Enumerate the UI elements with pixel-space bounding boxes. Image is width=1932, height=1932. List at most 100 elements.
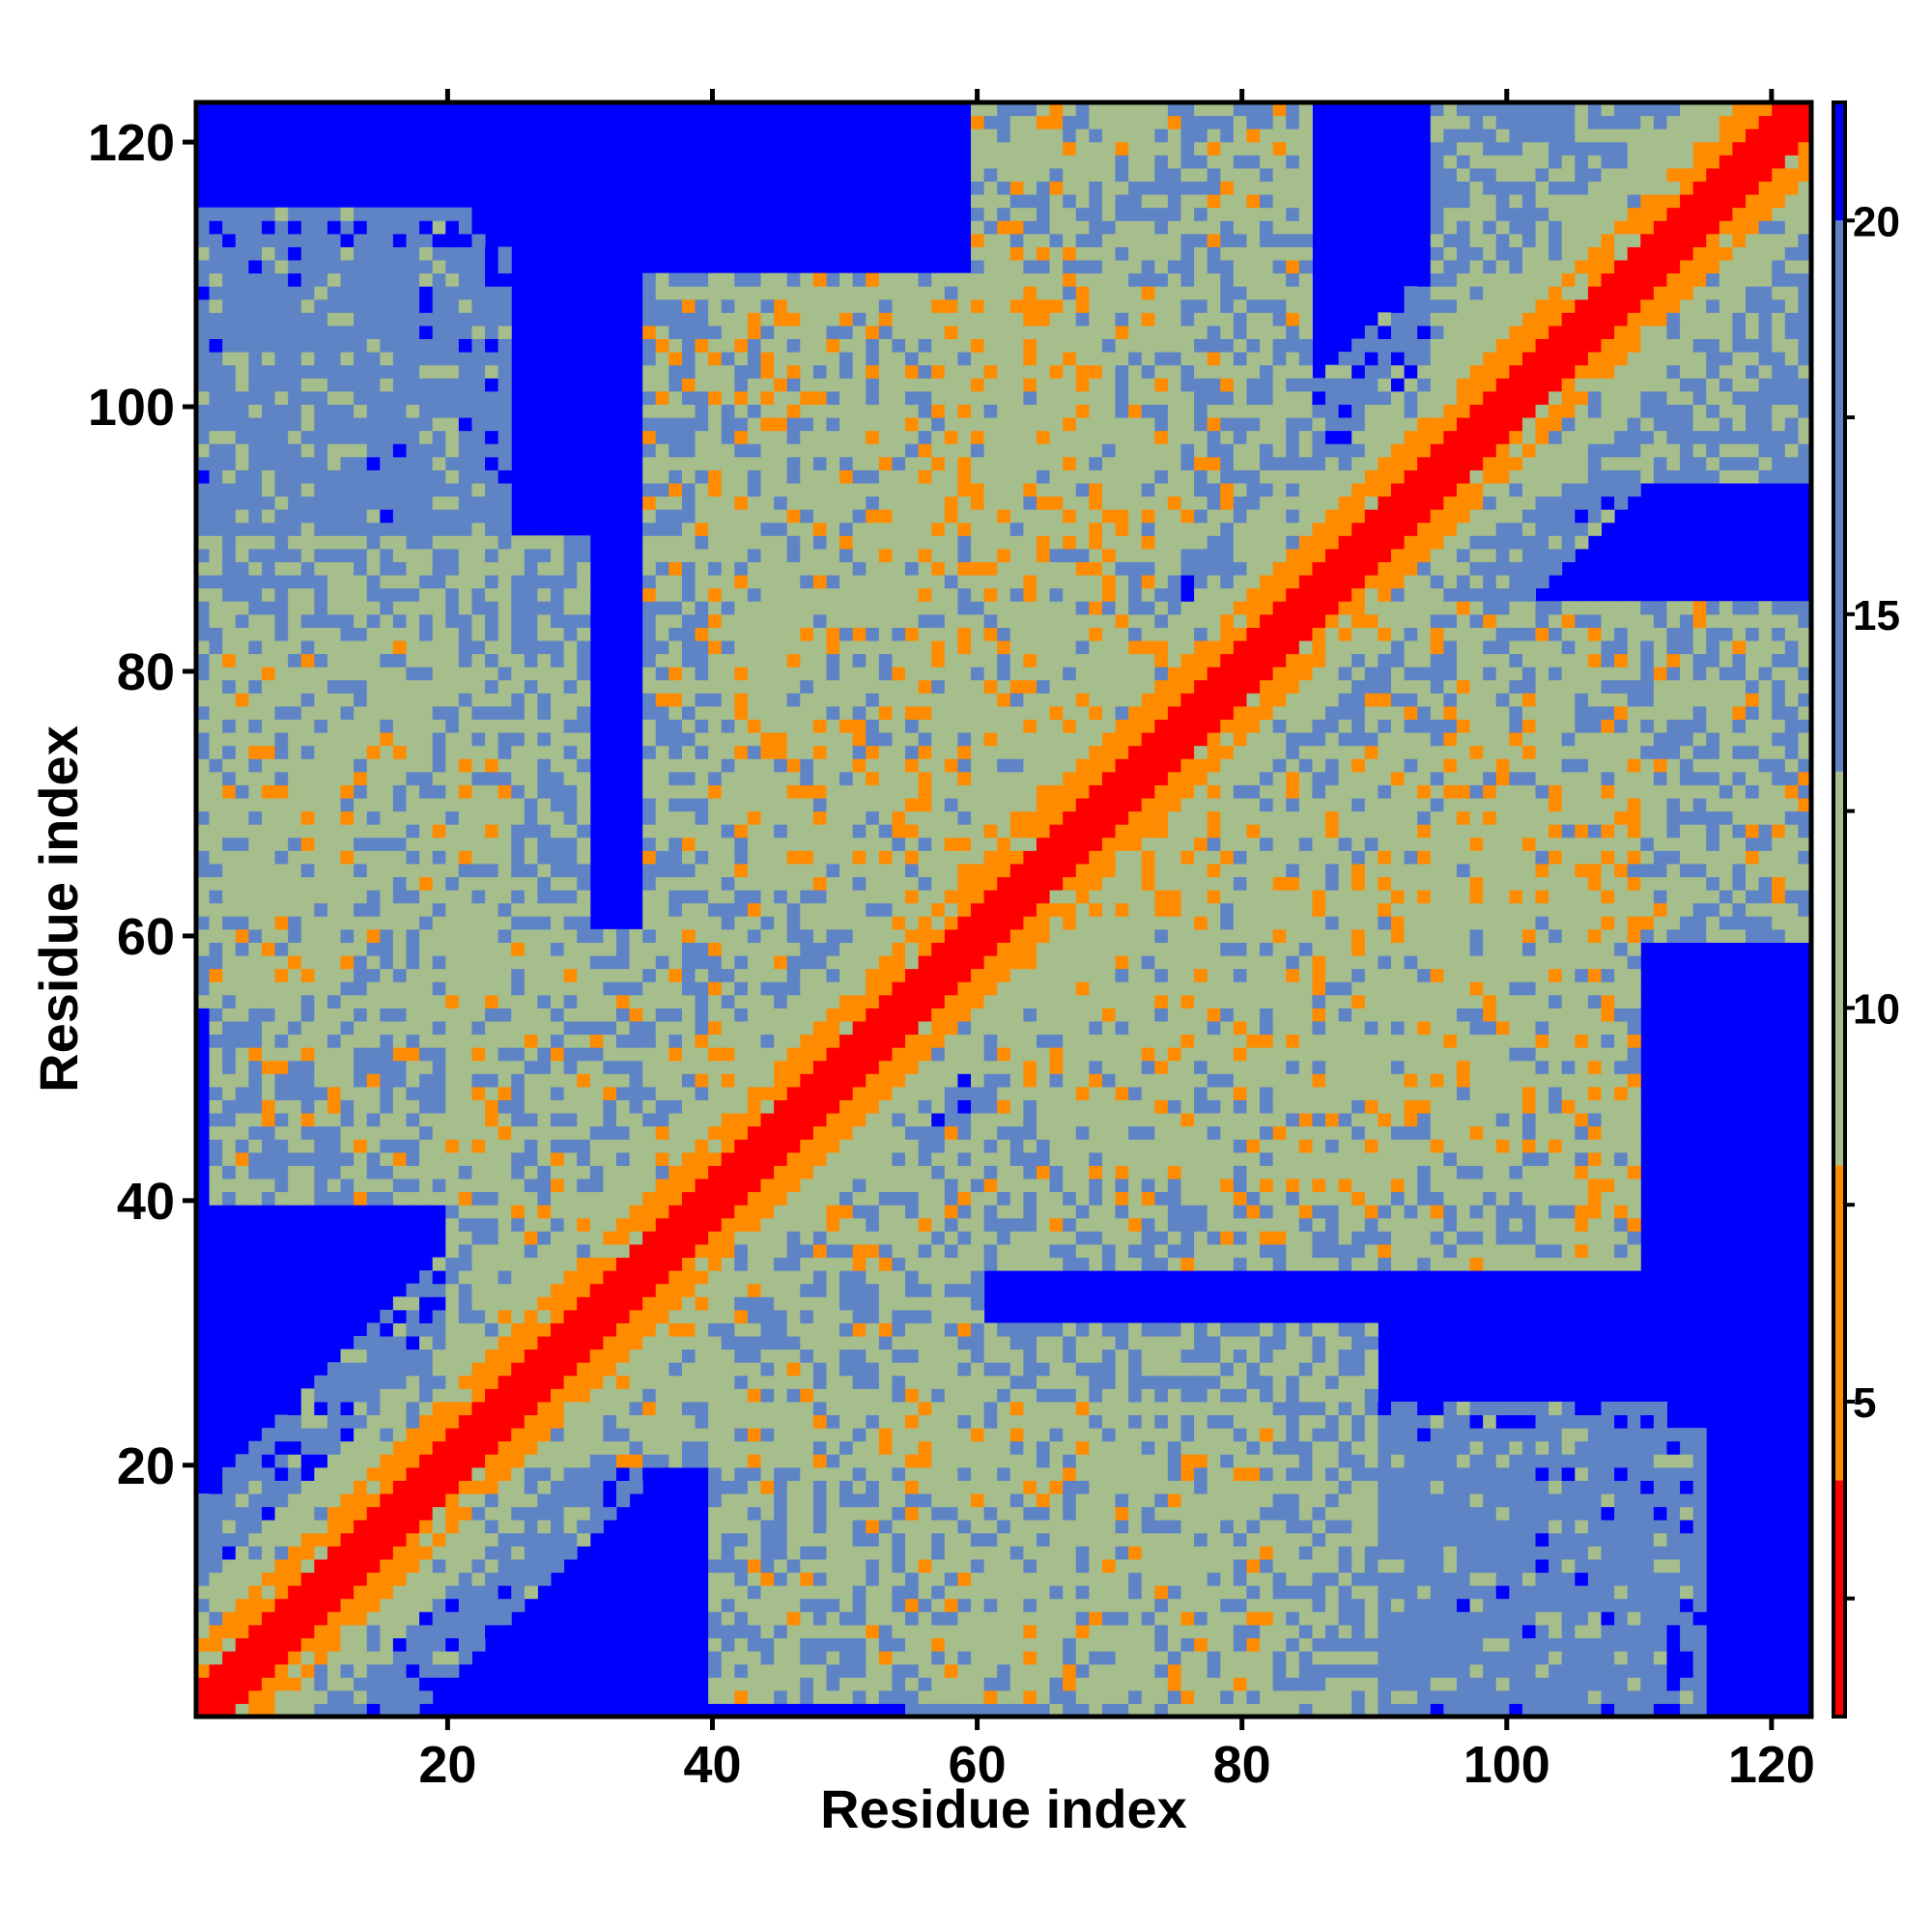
heatmap-cell [274,667,289,681]
heatmap-cell [537,824,552,838]
heatmap-cell [380,430,394,444]
heatmap-cell [642,640,657,655]
heatmap-cell [261,928,276,943]
heatmap-cell [340,364,355,379]
heatmap-cell [721,1191,735,1206]
heatmap-cell [577,613,591,628]
heatmap-cell [786,653,801,668]
heatmap-cell [655,981,669,996]
heatmap-cell [642,1099,657,1114]
heatmap-cell [668,1165,683,1179]
heatmap-cell [668,613,683,628]
heatmap-cell [458,758,472,773]
heatmap-cell [354,1401,368,1416]
heatmap-cell [340,1440,355,1455]
heatmap-cell [695,758,709,773]
heatmap-cell [629,1296,643,1311]
heatmap-cell [471,1073,486,1088]
heatmap-cell [866,1506,880,1520]
heatmap-cell [695,955,709,970]
heatmap-cell [406,627,420,641]
heatmap-cell [695,1125,709,1140]
heatmap-cell [274,745,289,759]
heatmap-cell [235,1179,249,1193]
heatmap-cell [603,1179,617,1193]
heatmap-cell [432,1034,446,1048]
heatmap-cell [222,928,237,943]
heatmap-cell [839,1257,854,1271]
heatmap-cell [380,1113,394,1127]
heatmap-cell [380,693,394,707]
heatmap-cell [577,1414,591,1429]
heatmap-cell [419,863,434,878]
heatmap-cell [721,1585,735,1600]
heatmap-cell [589,1060,604,1074]
heatmap-cell [721,890,735,904]
heatmap-cell [786,863,801,878]
heatmap-cell [445,1008,460,1022]
heatmap-cell [458,890,472,904]
heatmap-cell [642,338,657,353]
heatmap-cell [708,601,723,615]
heatmap-cell [366,378,381,392]
heatmap-cell [563,902,578,917]
heatmap-cell [235,942,249,956]
heatmap-cell [432,430,446,444]
heatmap-cell [288,378,302,392]
heatmap-cell [760,1008,775,1022]
heatmap-cell [406,1060,420,1074]
heatmap-cell [209,1663,223,1678]
heatmap-cell [340,1034,355,1048]
heatmap-cell [288,364,302,379]
heatmap-cell [300,1532,315,1547]
heatmap-cell [866,1677,880,1691]
heatmap-cell [497,837,512,851]
heatmap-cell [681,928,696,943]
heatmap-cell [866,613,880,628]
heatmap-cell [471,430,486,444]
heatmap-cell [615,1428,631,1442]
heatmap-cell [774,378,788,392]
heatmap-cell [366,942,381,956]
heatmap-cell [774,1151,788,1166]
heatmap-cell [288,1520,302,1534]
heatmap-cell [458,1585,472,1600]
heatmap-cell [708,1520,723,1534]
heatmap-cell [734,1663,749,1678]
heatmap-cell [866,1008,880,1022]
heatmap-cell [248,1073,263,1088]
heatmap-cell [261,810,276,825]
heatmap-cell [839,417,854,432]
heatmap-cell [747,1073,762,1088]
heatmap-cell [524,1388,538,1403]
heatmap-cell [734,1125,749,1140]
heatmap-cell [577,1034,591,1048]
heatmap-cell [196,298,211,313]
heatmap-cell [314,667,328,681]
heatmap-cell [826,705,840,721]
heatmap-cell [380,272,394,287]
heatmap-cell [471,810,486,825]
heatmap-cell [668,286,683,300]
heatmap-cell [274,1690,289,1704]
heatmap-cell [432,824,446,838]
heatmap-cell [786,705,801,721]
heatmap-cell [852,1440,867,1455]
heatmap-cell [668,968,683,982]
heatmap-cell [354,1060,368,1074]
heatmap-cell [209,863,223,878]
heatmap-cell [866,496,880,510]
heatmap-cell [511,1020,526,1036]
heatmap-cell [366,312,381,327]
heatmap-cell [406,1073,420,1088]
heatmap-cell [774,1165,788,1179]
heatmap-cell [734,1165,749,1179]
heatmap-cell [760,575,775,589]
heatmap-cell [406,1677,420,1691]
heatmap-cell [327,784,342,799]
heatmap-cell [866,482,880,497]
heatmap-cell [774,561,788,576]
heatmap-cell [222,1099,237,1114]
heatmap-cell [866,298,880,313]
heatmap-cell [786,535,801,550]
